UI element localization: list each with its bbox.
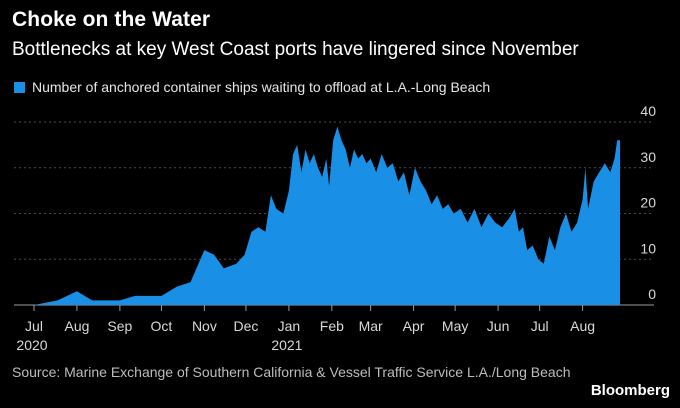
series-area <box>34 126 620 305</box>
x-tick-label: Sep <box>107 318 132 334</box>
y-tick-label: 0 <box>648 286 656 302</box>
y-axis-ticks: 0 10 20 30 40 <box>640 103 656 302</box>
source-note: Source: Marine Exchange of Southern Cali… <box>12 364 571 380</box>
x-tick-label: Jul <box>25 318 43 334</box>
x-tick-label: Mar <box>359 318 383 334</box>
x-tick-label: Apr <box>403 318 425 334</box>
legend-label: Number of anchored container ships waiti… <box>32 79 491 95</box>
x-tick-label: Jan <box>278 318 301 334</box>
x-tick-label: Nov <box>192 318 217 334</box>
legend-swatch <box>14 81 25 93</box>
x-tick-label: Feb <box>320 318 344 334</box>
legend: Number of anchored container ships waiti… <box>14 79 490 95</box>
x-tick-label: Aug <box>570 318 595 334</box>
bloomberg-logo: Bloomberg <box>590 382 670 399</box>
y-tick-label: 40 <box>640 103 656 119</box>
x-tick-year-label: 2020 <box>16 337 47 353</box>
series-area-group <box>34 126 620 305</box>
x-tick-year-label: 2021 <box>271 337 302 353</box>
chart-title: Choke on the Water <box>12 8 211 31</box>
x-tick-label: Dec <box>234 318 259 334</box>
x-tick-label: Aug <box>64 318 89 334</box>
area-chart: 0 10 20 30 40 Jul 2020 Aug Sep Oct Nov Dec Jan 2021 F… <box>14 103 656 353</box>
y-tick-label: 10 <box>640 240 656 256</box>
x-axis-ticks: Jul 2020 Aug Sep Oct Nov Dec Jan 2021 Feb Mar Apr Ma… <box>16 305 595 353</box>
x-tick-label: Jul <box>531 318 549 334</box>
x-tick-label: Oct <box>151 318 173 334</box>
y-tick-label: 30 <box>640 149 656 165</box>
chart-subtitle: Bottlenecks at key West Coast ports have… <box>12 39 579 60</box>
y-tick-label: 20 <box>640 195 656 211</box>
x-tick-label: May <box>442 318 468 334</box>
x-tick-label: Jun <box>487 318 510 334</box>
